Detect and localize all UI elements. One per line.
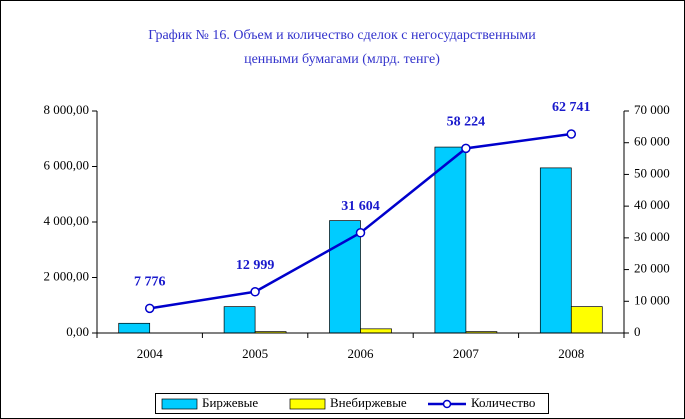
- bar: [360, 328, 392, 334]
- value-label: 31 604: [341, 199, 380, 214]
- legend-swatch: [161, 398, 198, 410]
- bar: [539, 167, 572, 334]
- legend-label: Внебиржевые: [330, 395, 407, 410]
- point: [144, 303, 155, 314]
- y-tick-label: 0,00: [66, 324, 89, 339]
- legend-box: [155, 393, 549, 414]
- point: [566, 129, 577, 139]
- chart-title: График № 16. Объем и количество сделок с…: [148, 28, 536, 43]
- y-tick-label: 4 000,00: [44, 213, 90, 228]
- x-tick-label: 2004: [137, 346, 164, 361]
- legend-label: Биржевые: [202, 395, 258, 410]
- x-tick-label: 2008: [558, 346, 584, 361]
- y-tick-label: 2 000,00: [44, 268, 90, 283]
- y2-tick-label: 50 000: [634, 165, 670, 180]
- x-tick-label: 2007: [453, 346, 480, 361]
- legend-swatch: [289, 398, 326, 410]
- y-tick-label: 6 000,00: [44, 157, 90, 172]
- y2-tick-label: 40 000: [634, 197, 670, 212]
- y2-tick-label: 30 000: [634, 229, 670, 244]
- y2-tick-label: 70 000: [634, 102, 670, 117]
- y-tick-label: 8 000,00: [44, 102, 90, 117]
- value-label: 58 224: [447, 115, 486, 130]
- y2-tick-label: 60 000: [634, 134, 670, 149]
- value-label: 62 741: [552, 100, 591, 115]
- value-label: 7 776: [134, 275, 166, 290]
- point: [355, 228, 366, 238]
- legend-label: Количество: [471, 395, 535, 410]
- y2-tick-label: 0: [634, 324, 641, 339]
- point: [250, 287, 260, 297]
- bar: [223, 306, 256, 334]
- chart-title: ценными бумагами (млрд. тенге): [244, 52, 440, 67]
- bar: [434, 146, 467, 334]
- legend-swatch: [442, 399, 452, 409]
- bar: [329, 220, 361, 334]
- x-tick-label: 2005: [242, 346, 268, 361]
- y2-tick-label: 20 000: [634, 261, 670, 276]
- bar: [118, 322, 151, 334]
- bar: [570, 306, 603, 334]
- point: [461, 143, 471, 154]
- x-tick-label: 2006: [348, 346, 375, 361]
- y2-tick-label: 10 000: [634, 292, 670, 307]
- value-label: 12 999: [236, 258, 275, 273]
